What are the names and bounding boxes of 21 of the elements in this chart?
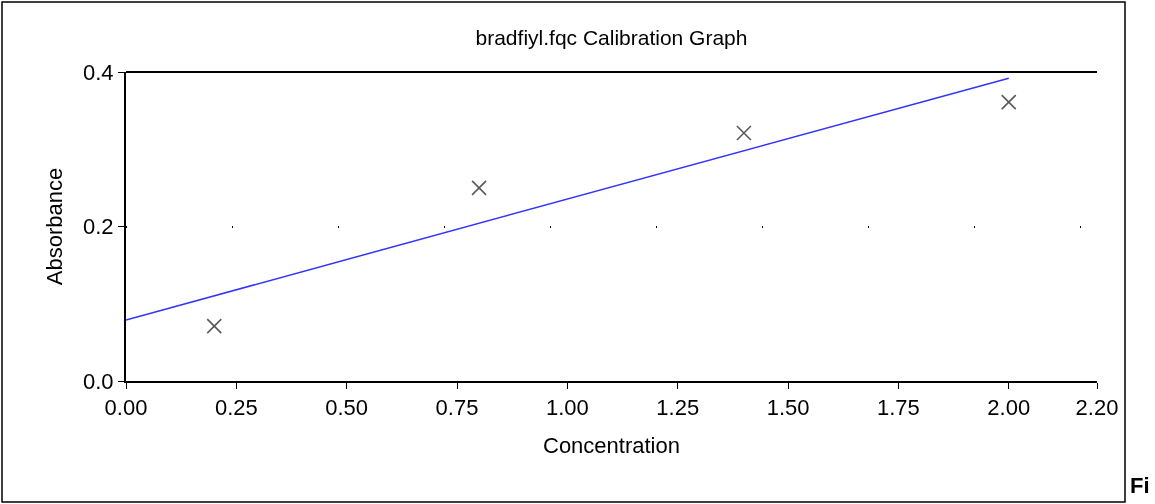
- point: [1000, 94, 1017, 110]
- x-tick-label: 0.50: [325, 395, 369, 421]
- x-tick-label: 1.25: [656, 395, 700, 421]
- x-tick-label: 2.00: [987, 395, 1031, 421]
- chart-title: bradfiyl.fqc Calibration Graph: [475, 26, 748, 50]
- y-tick-label: 0.4: [83, 59, 114, 85]
- x-axis-title: Concentration: [543, 432, 680, 458]
- x-tick-label: 0.00: [104, 395, 148, 421]
- x-tick-label: 1.50: [766, 395, 810, 421]
- point: [471, 180, 487, 196]
- x-tick-label: 1.00: [545, 395, 589, 421]
- y-tick-label: 0.2: [83, 214, 114, 240]
- x-tick-label: 2.20: [1075, 395, 1119, 421]
- x-tick-label: 0.75: [435, 395, 479, 421]
- x-tick-label: 0.25: [214, 395, 258, 421]
- point: [736, 125, 752, 141]
- x-tick-label: 1.75: [876, 395, 920, 421]
- y-axis-title: Absorbance: [42, 167, 68, 286]
- y-tick-label: 0.0: [83, 368, 114, 394]
- text: Fi: [1130, 473, 1150, 498]
- point: [206, 318, 223, 334]
